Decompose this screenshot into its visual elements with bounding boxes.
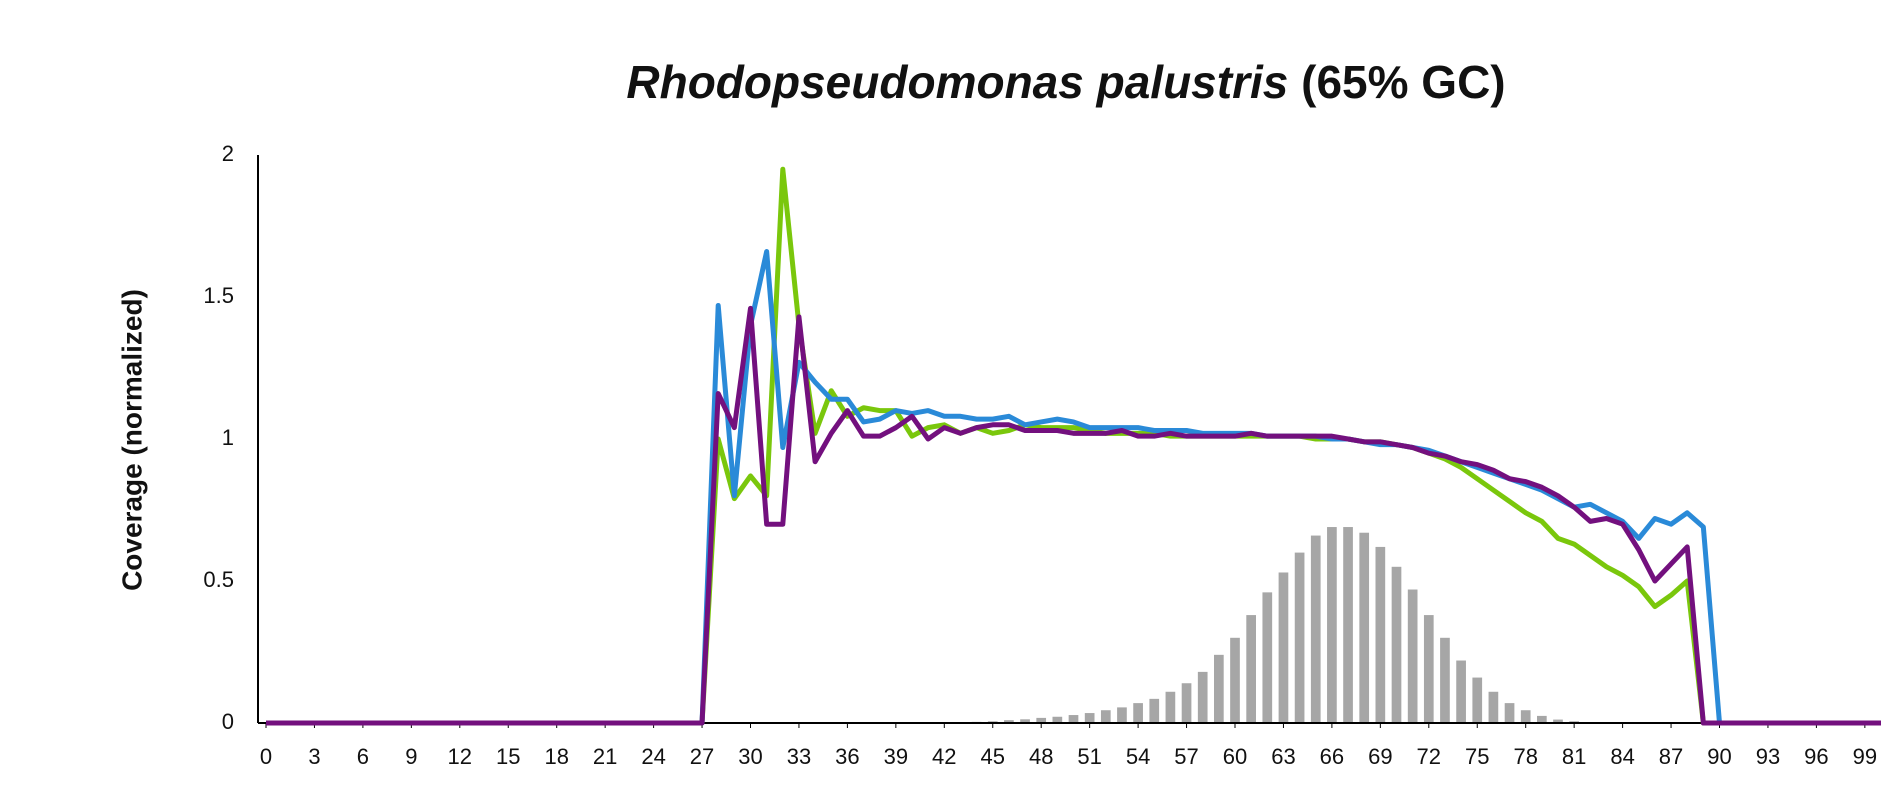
bar	[1343, 527, 1353, 723]
bar	[1440, 637, 1450, 723]
bar	[1214, 654, 1224, 723]
chart-title: Rhodopseudomonas palustris	[626, 56, 1288, 108]
bar	[1278, 572, 1289, 723]
x-tick-label: 27	[690, 744, 714, 769]
y-tick-label: 1	[222, 425, 234, 450]
bar	[1262, 592, 1273, 723]
y-tick-label: 0.5	[203, 567, 234, 592]
chart-title-suffix: (65% GC)	[1288, 56, 1505, 108]
x-tick-label: 45	[981, 744, 1005, 769]
x-tick-label: 30	[738, 744, 762, 769]
bar	[1520, 710, 1531, 723]
bar	[1423, 615, 1434, 723]
x-tick-label: 6	[357, 744, 369, 769]
y-axis-label: Coverage (normalized)	[116, 289, 147, 591]
x-tick-label: 0	[260, 744, 272, 769]
bar	[1020, 719, 1030, 723]
x-tick-label: 24	[641, 744, 665, 769]
bar	[1117, 707, 1127, 723]
x-tick-label: 93	[1756, 744, 1780, 769]
bar	[1504, 703, 1515, 723]
bar	[1391, 566, 1402, 723]
series-line	[266, 305, 1881, 726]
bar	[1068, 715, 1079, 723]
bar	[1084, 713, 1095, 723]
x-tick-label: 87	[1659, 744, 1683, 769]
x-tick-label: 81	[1562, 744, 1586, 769]
x-tick-label: 72	[1417, 744, 1441, 769]
x-tick-label: 54	[1126, 744, 1150, 769]
bar	[1375, 546, 1386, 723]
x-tick-label: 51	[1077, 744, 1101, 769]
bar	[1149, 698, 1160, 723]
chart-title-group: Rhodopseudomonas palustris (65% GC)	[626, 56, 1505, 108]
x-tick-label: 39	[884, 744, 908, 769]
bar	[1359, 532, 1370, 723]
bar	[1004, 720, 1014, 723]
series-line	[266, 249, 1881, 726]
y-tick-label: 1.5	[203, 283, 234, 308]
bar	[1246, 615, 1256, 723]
bar	[1327, 527, 1337, 723]
x-tick-label: 33	[787, 744, 811, 769]
x-tick-label: 96	[1804, 744, 1828, 769]
series-line	[266, 166, 1881, 726]
x-tick-label: 84	[1610, 744, 1634, 769]
x-tick-label: 12	[448, 744, 472, 769]
x-tick-label: 63	[1271, 744, 1295, 769]
x-tick-label: 78	[1513, 744, 1537, 769]
bar	[1472, 677, 1483, 723]
bar	[1553, 719, 1563, 723]
y-tick-label: 2	[222, 141, 234, 166]
x-tick-label: 66	[1320, 744, 1344, 769]
x-tick-label: 36	[835, 744, 859, 769]
x-tick-label: 15	[496, 744, 520, 769]
bar	[1181, 683, 1192, 723]
x-tick-label: 3	[308, 744, 320, 769]
x-tick-label: 48	[1029, 744, 1053, 769]
bar	[1052, 716, 1063, 723]
x-tick-label: 18	[544, 744, 568, 769]
x-tick-label: 57	[1174, 744, 1198, 769]
x-tick-label: 69	[1368, 744, 1392, 769]
x-tick-label: 9	[405, 744, 417, 769]
bar	[1407, 589, 1418, 723]
x-tick-label: 75	[1465, 744, 1489, 769]
x-tick-label: 42	[932, 744, 956, 769]
bar	[1537, 715, 1547, 723]
x-tick-label: 60	[1223, 744, 1247, 769]
bar	[1310, 535, 1321, 723]
bar	[1230, 637, 1240, 723]
bar	[1294, 552, 1305, 723]
bar	[1036, 717, 1047, 723]
y-tick-label: 0	[222, 709, 234, 734]
x-tick-label: 21	[593, 744, 617, 769]
bar	[1488, 691, 1499, 723]
bar	[1165, 691, 1176, 723]
bar	[1456, 660, 1466, 723]
bar	[1197, 671, 1208, 723]
x-tick-label: 90	[1707, 744, 1731, 769]
bar	[1133, 703, 1143, 723]
bar	[1100, 710, 1111, 723]
x-tick-label: 99	[1853, 744, 1877, 769]
